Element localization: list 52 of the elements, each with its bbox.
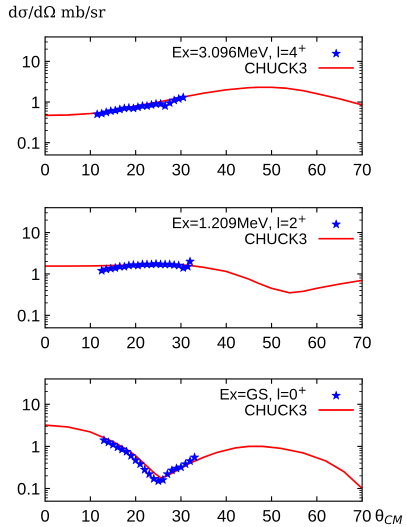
x-tick-label: 0 bbox=[41, 510, 50, 522]
x-tick-label: 30 bbox=[172, 336, 190, 348]
legend-label: Ex=3.096MeV, l=4$^{+}$ bbox=[173, 44, 306, 60]
x-tick-label: 70 bbox=[354, 510, 371, 522]
x-tick-label: 20 bbox=[127, 164, 144, 176]
y-tick-label: 0.1 bbox=[18, 482, 40, 495]
x-axis-title: θ$_{CM}$ bbox=[376, 509, 402, 524]
y-tick-label: 1 bbox=[32, 440, 40, 452]
x-tick-label: 50 bbox=[262, 510, 280, 522]
x-tick-label: 60 bbox=[308, 510, 326, 522]
point bbox=[136, 459, 145, 468]
x-tick-label: 70 bbox=[354, 164, 371, 176]
point bbox=[126, 450, 136, 460]
y-tick-label: 10 bbox=[22, 56, 40, 68]
y-tick-label: 0.1 bbox=[18, 310, 40, 322]
y-tick-label: 10 bbox=[22, 226, 40, 239]
x-tick-label: 70 bbox=[354, 336, 371, 348]
point bbox=[162, 469, 172, 478]
x-tick-label: 20 bbox=[127, 510, 144, 522]
point bbox=[190, 452, 200, 462]
x-tick-label: 20 bbox=[127, 336, 144, 348]
legend-label: Ex=GS, l=0$^{+}$ bbox=[220, 386, 306, 402]
legend-label: CHUCK3 bbox=[245, 233, 306, 244]
point bbox=[131, 455, 140, 464]
point bbox=[140, 464, 150, 474]
x-tick-label: 40 bbox=[217, 164, 235, 176]
x-tick-label: 40 bbox=[217, 510, 235, 522]
line-series bbox=[45, 424, 362, 490]
x-tick-label: 30 bbox=[172, 510, 190, 522]
x-tick-label: 10 bbox=[82, 336, 99, 348]
y-tick-label: 1 bbox=[32, 96, 40, 108]
legend-label: CHUCK3 bbox=[245, 62, 306, 74]
point bbox=[158, 475, 168, 484]
x-tick-label: 60 bbox=[308, 164, 326, 176]
x-tick-label: 50 bbox=[262, 164, 280, 176]
legend-label: Ex=1.209MeV, l=2$^{+}$ bbox=[173, 216, 306, 230]
x-tick-label: 0 bbox=[41, 336, 50, 348]
x-tick-label: 30 bbox=[172, 164, 190, 176]
y-axis-title: dσ/dΩ mb/sr bbox=[8, 6, 106, 19]
x-tick-label: 50 bbox=[262, 336, 280, 348]
y-tick-label: 1 bbox=[32, 268, 40, 280]
x-tick-label: 10 bbox=[82, 510, 99, 522]
point bbox=[178, 92, 188, 102]
point bbox=[144, 469, 154, 478]
x-tick-label: 10 bbox=[82, 164, 99, 176]
point bbox=[185, 256, 195, 266]
y-tick-label: 10 bbox=[22, 398, 40, 410]
y-tick-label: 0.1 bbox=[18, 137, 40, 149]
x-tick-label: 0 bbox=[41, 164, 50, 176]
x-tick-label: 60 bbox=[308, 336, 326, 348]
legend-label: CHUCK3 bbox=[245, 404, 306, 416]
x-tick-label: 40 bbox=[217, 336, 235, 348]
